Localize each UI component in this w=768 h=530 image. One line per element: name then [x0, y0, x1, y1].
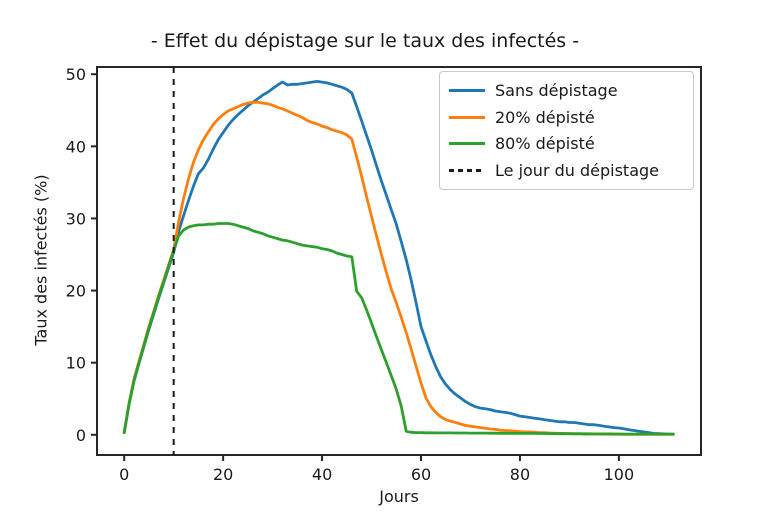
y-tick-label: 20	[66, 282, 86, 301]
x-tick-label: 0	[119, 465, 129, 484]
legend-item-80-depiste: 80% dépisté	[449, 134, 685, 153]
x-tick-label: 80	[510, 465, 530, 484]
legend-line-sample-green	[449, 142, 485, 146]
legend-label: 80% dépisté	[495, 134, 595, 154]
x-tick-label: 100	[604, 465, 635, 484]
legend-item-jour-depistage: Le jour du dépistage	[449, 161, 685, 180]
y-tick-label: 50	[66, 65, 86, 84]
series-line-sans-d-pistage	[122, 80, 675, 436]
legend: Sans dépistage 20% dépisté 80% dépisté L…	[439, 71, 694, 190]
chart-title: - Effet du dépistage sur le taux des inf…	[150, 30, 580, 52]
legend-line-sample-dashed	[449, 169, 485, 173]
legend-line-sample-blue	[449, 88, 485, 92]
y-tick-label: 0	[76, 426, 86, 445]
y-tick-label: 40	[66, 137, 86, 156]
y-tick-label: 10	[66, 354, 86, 373]
x-tick-label: 20	[213, 465, 233, 484]
legend-label: Sans dépistage	[495, 80, 618, 100]
x-axis-label: Jours	[379, 487, 419, 506]
legend-item-sans-depistage: Sans dépistage	[449, 81, 685, 100]
series-line-80-d-pist-	[122, 222, 675, 436]
legend-line-sample-orange	[449, 115, 485, 119]
legend-label: Le jour du dépistage	[495, 161, 659, 181]
legend-item-20-depiste: 20% dépisté	[449, 108, 685, 127]
y-tick-label: 30	[66, 209, 86, 228]
legend-label: 20% dépisté	[495, 107, 595, 127]
plot-spines	[96, 66, 702, 456]
x-tick-label: 60	[411, 465, 431, 484]
x-tick-label: 40	[312, 465, 332, 484]
